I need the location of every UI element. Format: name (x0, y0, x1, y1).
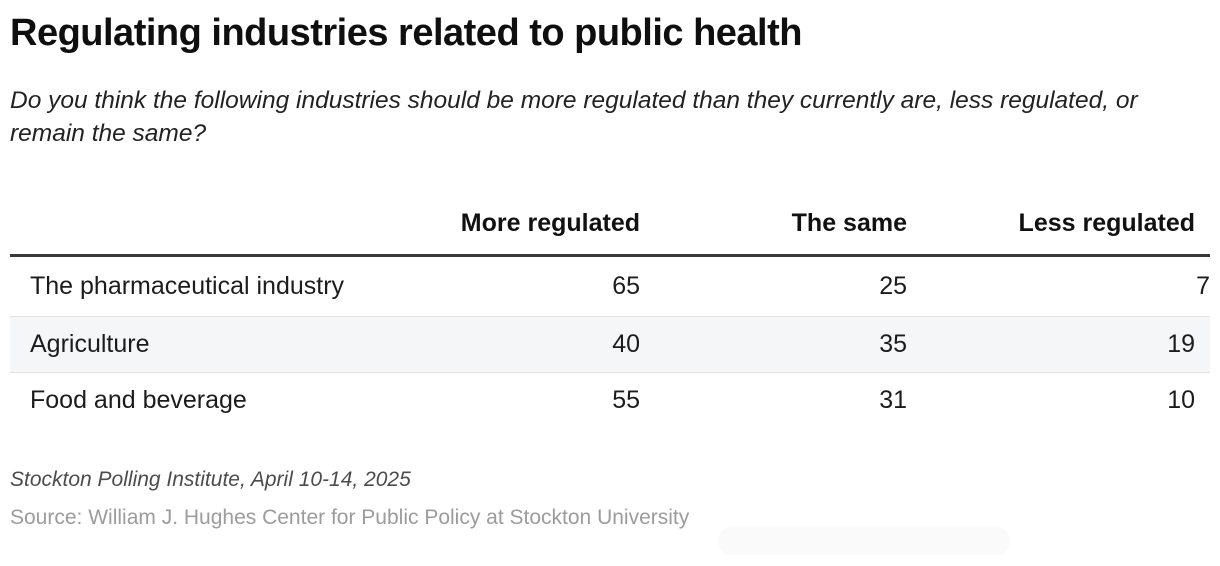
table-header: More regulated The same Less regulated (10, 199, 1210, 257)
column-header-the-same: The same (640, 199, 907, 257)
chart-footer: Stockton Polling Institute, April 10-14,… (10, 468, 1210, 530)
cell-value: 40 (350, 316, 640, 373)
table-row: Food and beverage 55 31 10 (10, 372, 1210, 428)
row-label: The pharmaceutical industry (10, 255, 350, 317)
cell-value: 31 (879, 385, 907, 414)
redacted-watermark (718, 527, 1010, 555)
chart-subtitle: Do you think the following industries sh… (10, 86, 1138, 147)
poll-results-table: More regulated The same Less regulated T… (10, 199, 1210, 428)
cell-value: 25 (640, 255, 907, 317)
cell-value: 7 (907, 255, 1210, 317)
cell-value: 55 (612, 385, 640, 414)
survey-note: Stockton Polling Institute, April 10-14,… (10, 467, 411, 491)
column-header-less-regulated: Less regulated (907, 199, 1210, 257)
cell-value: 35 (640, 316, 907, 373)
table-row: The pharmaceutical industry 65 25 7 (10, 255, 1210, 317)
row-label: Food and beverage (30, 385, 247, 414)
cell-value: 65 (350, 255, 640, 317)
chart-container: Regulating industries related to public … (10, 12, 1210, 530)
source-attribution: Source: William J. Hughes Center for Pub… (10, 505, 690, 529)
row-label: Agriculture (10, 316, 350, 373)
cell-value: 10 (1167, 385, 1195, 414)
page-title: Regulating industries related to public … (10, 12, 802, 54)
table-row: Agriculture 40 35 19 (10, 316, 1210, 373)
cell-value: 19 (907, 316, 1210, 373)
column-header-more-regulated: More regulated (350, 199, 640, 257)
column-header-empty (10, 199, 350, 257)
